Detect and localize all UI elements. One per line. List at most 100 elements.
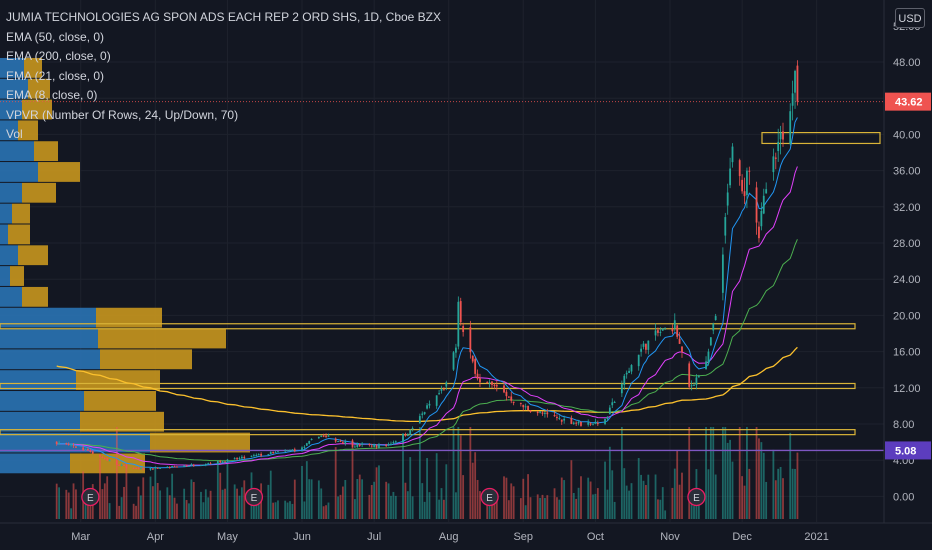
candle-body [791,93,794,106]
candle-body [654,330,657,336]
ema-lines [56,117,798,469]
volume-bar [173,497,176,519]
volume-bar [654,474,657,519]
volume-bar [714,474,717,519]
volume-bar [135,505,137,519]
indicator-vpvr[interactable]: VPVR (Number Of Rows, 24, Up/Down, 70) [6,107,239,122]
vpvr-up-bar [0,411,80,432]
volume-bar [255,503,258,519]
volume-bar [495,494,498,519]
vpvr-up-bar [0,266,10,286]
time-tick-label: Nov [660,531,680,543]
candle-body [606,416,609,419]
volume-bar [267,484,270,519]
candle-body [171,466,174,468]
earnings-marker-label: E [251,493,258,504]
volume-bar [120,497,123,519]
volume-bar [553,488,556,519]
volume-bar [697,502,700,519]
symbol-title[interactable]: JUMIA TECHNOLOGIES AG SPON ADS EACH REP … [6,10,442,24]
volume-bar [216,462,219,519]
indicator-ema-200[interactable]: EMA (200, close, 0) [6,49,111,63]
candle-body [471,355,474,362]
volume-bar [661,487,664,519]
price-tick-label: 16.00 [893,347,921,359]
time-tick-label: May [217,531,238,543]
candle-body [630,365,633,372]
volume-bar [544,497,546,519]
volume-bar [476,479,479,519]
candle-body [457,301,460,347]
volume-bar [510,483,513,519]
indicator-volume[interactable]: Vol [6,127,23,141]
indicator-ema-8[interactable]: EMA (8, close, 0) [6,88,98,102]
candle-body [274,451,277,453]
candle-body [406,434,409,436]
candle-body [301,447,303,451]
candle-body [200,464,202,466]
candle-body [428,403,431,406]
vpvr-down-bar [18,245,48,266]
volume-bar [373,481,376,519]
candle-body [176,466,178,468]
candle-body [493,384,496,386]
candle-body [721,254,724,293]
candle-body [106,458,109,461]
volume-bar [690,504,693,519]
candle-body [474,359,477,374]
indicator-ema-50[interactable]: EMA (50, close, 0) [6,29,105,44]
candle-body [724,217,727,236]
volume-bar [176,503,178,519]
volume-bar [613,501,616,519]
candle-body [226,459,229,462]
indicator-ema-21[interactable]: EMA (21, close, 0) [6,68,105,83]
volume-bar [139,495,142,519]
price-tick-label: 12.00 [893,383,921,395]
candle-body [99,454,101,457]
candle-body [70,444,73,446]
volume-bar [358,474,361,519]
volume-bar [423,501,426,519]
vpvr-up-bar [0,349,100,370]
candle-body [577,421,580,424]
candle-body [560,419,563,422]
volume-bar [580,476,582,519]
volume-bar [240,487,243,519]
volume-bar [188,503,190,519]
candle-body [455,347,457,353]
volume-bar [563,480,566,519]
volume-bar [570,460,573,519]
volume-bars [55,427,799,519]
earnings-marker-label: E [693,493,700,504]
candle-body [166,466,169,468]
candle-body [519,402,522,404]
vpvr-down-bar [28,78,50,99]
candle-body [546,412,549,415]
volume-bar [455,492,457,519]
candle-body [236,458,238,460]
volume-bar [334,447,337,519]
candle-body [782,131,784,140]
volume-bar [103,483,106,519]
volume-bar [341,486,344,519]
earnings-marker [687,487,706,507]
vpvr-down-bar [22,286,48,307]
volume-bar [291,503,294,519]
volume-bar [712,427,715,519]
candle-body [354,446,356,448]
earnings-marker-label: E [87,493,94,504]
volume-bar [676,449,679,519]
volume-bar [219,472,222,519]
vpvr-up-bar [0,78,28,99]
volume-bar [65,489,68,519]
currency-button[interactable]: USD [895,8,925,28]
candle-body [556,416,558,419]
volume-bar [479,491,481,519]
volume-bar [577,487,580,519]
candle-body [310,438,313,440]
volume-bar [115,427,118,519]
price-tick-label: 32.00 [893,202,921,214]
marker-price-tag-bg [885,441,931,460]
last-price-tag: 43.62 [895,97,923,109]
